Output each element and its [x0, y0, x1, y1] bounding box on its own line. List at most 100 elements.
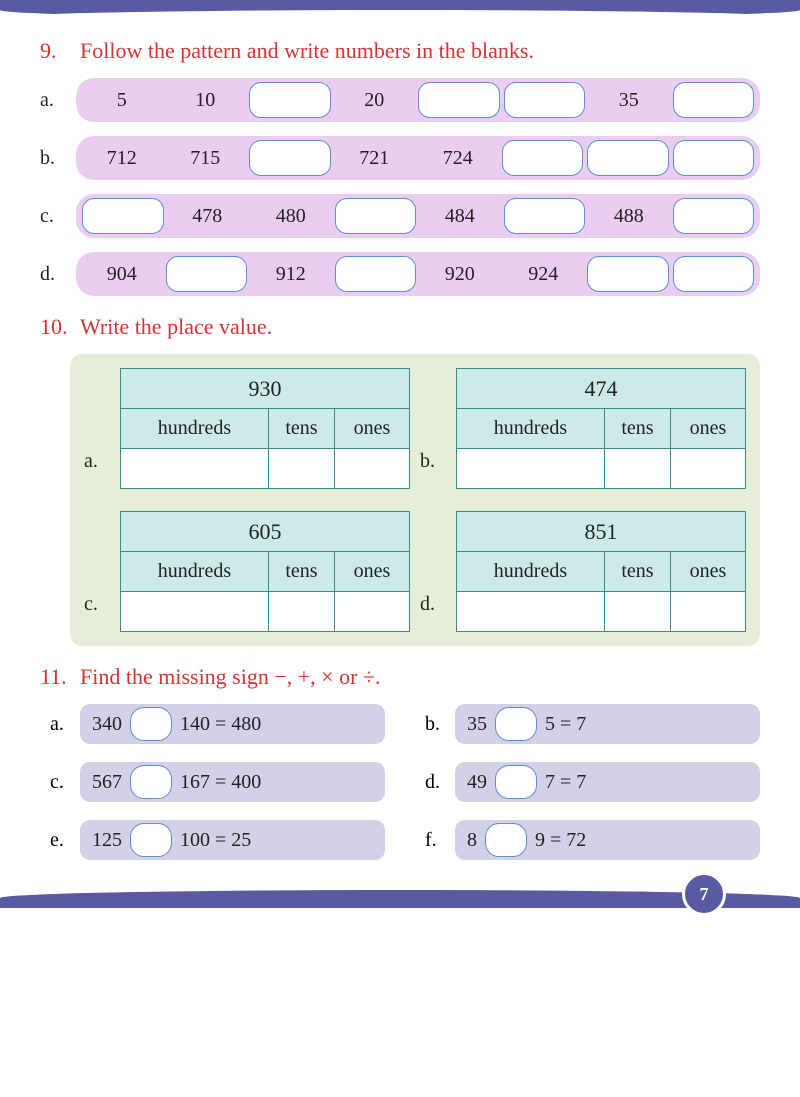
- pv-answer-hundreds[interactable]: [457, 449, 605, 489]
- sign-row-label: b.: [425, 713, 447, 736]
- pattern-value: 478: [168, 198, 248, 234]
- pv-answer-ones[interactable]: [671, 592, 746, 632]
- pattern-blank-input[interactable]: [673, 256, 755, 292]
- sign-blank-input[interactable]: [130, 707, 172, 741]
- pattern-value: 920: [420, 256, 500, 292]
- pattern-value: 724: [418, 140, 498, 176]
- pv-number: 851: [457, 512, 746, 552]
- q10-panel: a.930hundredstensonesb.474hundredstenson…: [70, 354, 760, 646]
- pattern-value: 20: [335, 82, 415, 118]
- pv-answer-tens[interactable]: [268, 449, 334, 489]
- sign-blank-input[interactable]: [130, 765, 172, 799]
- pattern-blank-input[interactable]: [166, 256, 248, 292]
- q11-text: Find the missing sign −, +, × or ÷.: [80, 664, 380, 690]
- pattern-blank-input[interactable]: [249, 140, 331, 176]
- sign-right-expression: 167 = 400: [180, 771, 261, 794]
- pattern-strip: 478480484488: [76, 194, 760, 238]
- sign-right-expression: 7 = 7: [545, 771, 586, 794]
- sign-pill: 49 7 = 7: [455, 762, 760, 802]
- pattern-blank-input[interactable]: [673, 140, 755, 176]
- pattern-blank-input[interactable]: [673, 82, 755, 118]
- q9-title: 9. Follow the pattern and write numbers …: [40, 38, 760, 64]
- pattern-blank-input[interactable]: [504, 82, 586, 118]
- pv-header-ones: ones: [671, 552, 746, 592]
- pattern-value: 5: [82, 82, 162, 118]
- pv-label: c.: [84, 593, 110, 632]
- sign-right-expression: 5 = 7: [545, 713, 586, 736]
- sign-row: d.497 = 7: [425, 762, 760, 802]
- pattern-blank-input[interactable]: [587, 256, 669, 292]
- pattern-value: 712: [82, 140, 162, 176]
- pv-answer-tens[interactable]: [268, 592, 334, 632]
- sign-blank-input[interactable]: [130, 823, 172, 857]
- pattern-blank-input[interactable]: [82, 198, 164, 234]
- sign-pill: 340140 = 480: [80, 704, 385, 744]
- pattern-blank-input[interactable]: [335, 198, 417, 234]
- sign-pill: 89 = 72: [455, 820, 760, 860]
- pattern-value: 715: [166, 140, 246, 176]
- pv-header-tens: tens: [268, 552, 334, 592]
- pv-answer-tens[interactable]: [604, 592, 670, 632]
- pv-header-tens: tens: [604, 552, 670, 592]
- place-value-table: 851hundredstensones: [456, 511, 746, 632]
- sign-left-operand: 49: [467, 771, 487, 794]
- pv-answer-tens[interactable]: [604, 449, 670, 489]
- sign-right-expression: 140 = 480: [180, 713, 261, 736]
- sign-row-label: e.: [50, 829, 72, 852]
- pattern-value: 904: [82, 256, 162, 292]
- pv-answer-hundreds[interactable]: [121, 592, 269, 632]
- pattern-row: a.5102035: [40, 78, 760, 122]
- sign-pill: 355 = 7: [455, 704, 760, 744]
- pattern-blank-input[interactable]: [673, 198, 755, 234]
- pattern-blank-input[interactable]: [587, 140, 669, 176]
- pattern-strip: 904 912 920924: [76, 252, 760, 296]
- row-label: b.: [40, 147, 66, 170]
- row-label: d.: [40, 263, 66, 286]
- pattern-strip: 5102035: [76, 78, 760, 122]
- pv-header-ones: ones: [335, 552, 410, 592]
- q10-text: Write the place value.: [80, 314, 272, 340]
- pattern-blank-input[interactable]: [502, 140, 584, 176]
- pattern-value: 912: [251, 256, 331, 292]
- top-border-decoration: [0, 0, 800, 18]
- pattern-row: d. 904 912 920924: [40, 252, 760, 296]
- pv-answer-hundreds[interactable]: [121, 449, 269, 489]
- sign-row-label: a.: [50, 713, 72, 736]
- pattern-blank-input[interactable]: [335, 256, 417, 292]
- sign-right-expression: 9 = 72: [535, 829, 586, 852]
- row-label: a.: [40, 89, 66, 112]
- pv-answer-hundreds[interactable]: [457, 592, 605, 632]
- bottom-wrap: 7: [40, 890, 760, 908]
- pattern-row: b. 712715 721724: [40, 136, 760, 180]
- pv-answer-ones[interactable]: [335, 592, 410, 632]
- q9-rows-container: a.5102035b.712715721724c.478480484488d.9…: [40, 78, 760, 296]
- pv-header-ones: ones: [671, 409, 746, 449]
- pattern-value: 721: [335, 140, 415, 176]
- pattern-row: c.478480484488: [40, 194, 760, 238]
- sign-row: b. 355 = 7: [425, 704, 760, 744]
- sign-right-expression: 100 = 25: [180, 829, 251, 852]
- pattern-blank-input[interactable]: [418, 82, 500, 118]
- q10-number: 10.: [40, 314, 68, 340]
- pv-header-hundreds: hundreds: [457, 552, 605, 592]
- place-value-table: 474hundredstensones: [456, 368, 746, 489]
- sign-pill: 125100 = 25: [80, 820, 385, 860]
- pattern-blank-input[interactable]: [249, 82, 331, 118]
- q11-title: 11. Find the missing sign −, +, × or ÷.: [40, 664, 760, 690]
- sign-row: f.89 = 72: [425, 820, 760, 860]
- pattern-value: 480: [251, 198, 331, 234]
- pv-answer-ones[interactable]: [335, 449, 410, 489]
- sign-blank-input[interactable]: [495, 707, 537, 741]
- pattern-value: 35: [589, 82, 669, 118]
- sign-row: a. 340140 = 480: [50, 704, 385, 744]
- q10-grid: a.930hundredstensonesb.474hundredstenson…: [84, 368, 746, 632]
- pattern-value: 924: [504, 256, 584, 292]
- sign-blank-input[interactable]: [485, 823, 527, 857]
- pv-label: b.: [420, 450, 446, 489]
- pattern-blank-input[interactable]: [504, 198, 586, 234]
- pv-answer-ones[interactable]: [671, 449, 746, 489]
- q9-text: Follow the pattern and write numbers in …: [80, 38, 534, 64]
- q11-grid: a.340140 = 480b.355 = 7c.567167 = 400d.4…: [50, 704, 760, 860]
- sign-blank-input[interactable]: [495, 765, 537, 799]
- pv-header-hundreds: hundreds: [121, 552, 269, 592]
